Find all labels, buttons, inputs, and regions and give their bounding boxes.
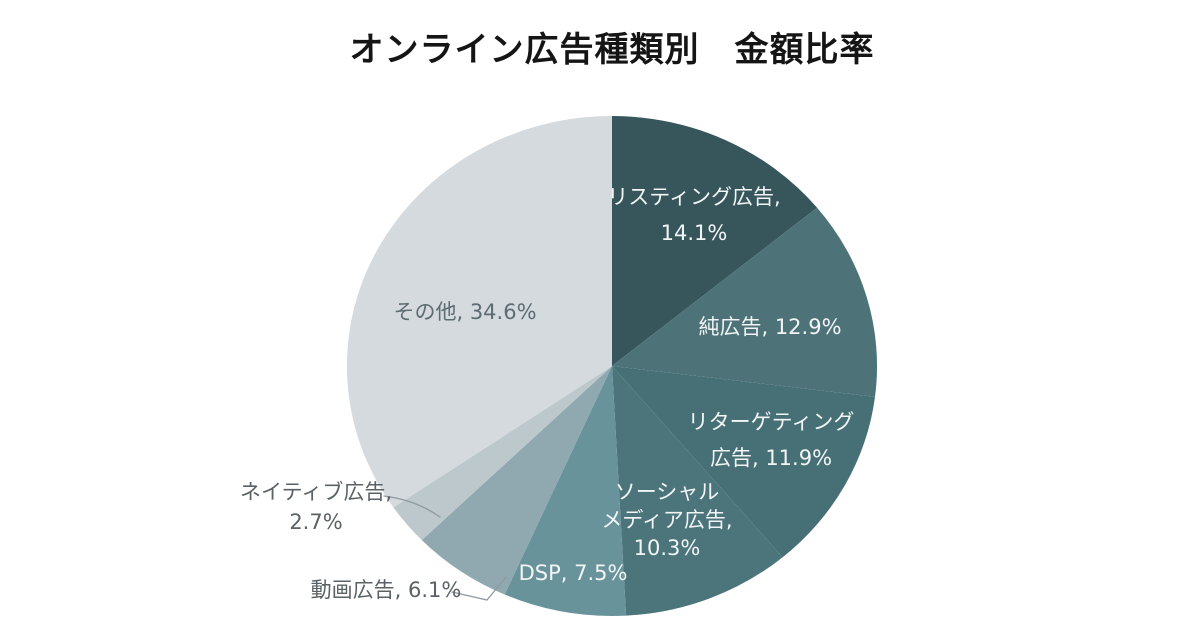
pie-slice-retargeting: [612, 366, 875, 558]
video-ad-leader-line: [451, 576, 507, 601]
slice-label-social-media: ソーシャル メディア広告, 10.3%: [601, 480, 733, 560]
pie-slice-native: [393, 366, 612, 541]
slice-label-other: その他, 34.6%: [393, 300, 537, 324]
slice-label-listing: リスティング広告, 14.1%: [607, 185, 781, 245]
pie-slice-pure-ad: [612, 207, 878, 397]
slice-label-native: ネイティブ広告, 2.7%: [240, 480, 392, 534]
chart-title: オンライン広告種類別 金額比率: [349, 30, 875, 70]
native-ad-leader-line: [383, 495, 441, 518]
pie-slice-video: [421, 366, 612, 595]
slice-label-pure-ad: 純広告, 12.9%: [698, 315, 842, 339]
pie-slices: [346, 116, 878, 616]
slice-label-video: 動画広告, 6.1%: [310, 578, 462, 602]
pie-slice-listing: [612, 116, 818, 366]
pie-slice-other: [346, 116, 612, 508]
slice-label-retargeting: リターゲティング 広告, 11.9%: [687, 410, 855, 470]
slice-label-dsp: DSP, 7.5%: [518, 561, 628, 585]
pie-slice-dsp: [504, 366, 627, 616]
pie-slice-social-media: [612, 366, 783, 616]
